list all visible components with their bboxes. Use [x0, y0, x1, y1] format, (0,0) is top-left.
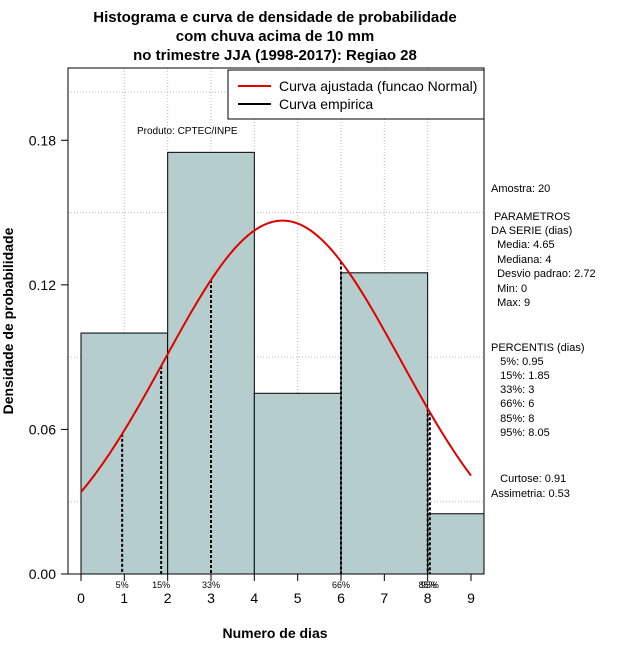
stat-p85: 85%: 8: [491, 413, 535, 425]
percentile-marker-label: 95%: [421, 580, 439, 590]
x-tick-label: 7: [380, 590, 388, 606]
percentile-marker-label: 85%: [419, 580, 437, 590]
x-tick-label: 3: [207, 590, 215, 606]
stat-percentis-title: PERCENTIS (dias): [491, 342, 585, 354]
y-axis: 0.00 0.06 0.12 0.18: [29, 132, 69, 582]
percentile-markers: 5% 15% 33% 66% 85%95%: [116, 261, 439, 590]
normal-fit-curve: [80, 219, 472, 493]
stat-parametros-sub: DA SERIE (dias): [491, 225, 573, 237]
percentile-marker-label: 33%: [202, 580, 220, 590]
stat-desvio: Desvio padrao: 2.72: [491, 268, 596, 280]
y-tick-label: 0.18: [29, 132, 56, 148]
chart-title-line-3: no trimestre JJA (1998-2017): Regiao 28: [133, 47, 417, 64]
stat-p5: 5%: 0.95: [491, 356, 544, 368]
x-tick-label: 9: [467, 590, 475, 606]
product-credit: Produto: CPTEC/INPE: [137, 126, 238, 137]
x-tick-label: 5: [294, 590, 302, 606]
stat-curtose: Curtose: 0.91: [491, 473, 567, 485]
x-axis: 0 1 2 3 4 5 6 7 8 9: [77, 573, 475, 606]
x-tick-label: 1: [120, 590, 128, 606]
stat-amostra: Amostra: 20: [491, 183, 551, 195]
legend: Curva ajustada (funcao Normal) Curva emp…: [227, 69, 485, 120]
histogram-bar: [253, 392, 342, 575]
x-axis-title: Numero de dias: [222, 625, 327, 641]
chart-title-line-2: com chuva acima de 10 mm: [176, 28, 374, 45]
histogram-bars: [80, 151, 485, 575]
stat-mediana: Mediana: 4: [491, 254, 552, 266]
histogram-bar: [340, 272, 429, 575]
stat-p95: 95%: 8.05: [491, 427, 550, 439]
histogram-bar: [167, 151, 255, 575]
stat-p66: 66%: 6: [491, 398, 535, 410]
histogram-bar: [80, 332, 169, 575]
x-tick-label: 2: [164, 590, 172, 606]
histogram-bar: [427, 513, 485, 575]
stat-p15: 15%: 1.85: [491, 370, 550, 382]
legend-label-fit: Curva ajustada (funcao Normal): [279, 78, 477, 94]
x-tick-label: 8: [424, 590, 432, 606]
y-axis-title: Densidade de probabilidade: [0, 227, 16, 414]
stat-parametros-title: PARAMETROS: [491, 211, 571, 223]
stat-min: Min: 0: [491, 283, 528, 295]
stat-media: Media: 4.65: [491, 239, 555, 251]
legend-label-empirical: Curva empirica: [279, 96, 373, 112]
y-tick-label: 0.12: [29, 277, 56, 293]
percentile-marker-label: 15%: [152, 580, 170, 590]
stat-max: Max: 9: [491, 297, 531, 309]
y-tick-label: 0.06: [29, 421, 56, 437]
x-tick-label: 0: [77, 590, 85, 606]
percentile-marker-label: 66%: [332, 580, 350, 590]
y-tick-label: 0.00: [29, 566, 56, 582]
chart-title-line-1: Histograma e curva de densidade de proba…: [93, 9, 456, 26]
x-tick-label: 4: [250, 590, 258, 606]
stat-p33: 33%: 3: [491, 384, 535, 396]
percentile-marker-label: 5%: [116, 580, 129, 590]
x-tick-label: 6: [337, 590, 345, 606]
legend-box: [227, 69, 485, 120]
stat-assimetria: Assimetria: 0.53: [491, 488, 570, 500]
